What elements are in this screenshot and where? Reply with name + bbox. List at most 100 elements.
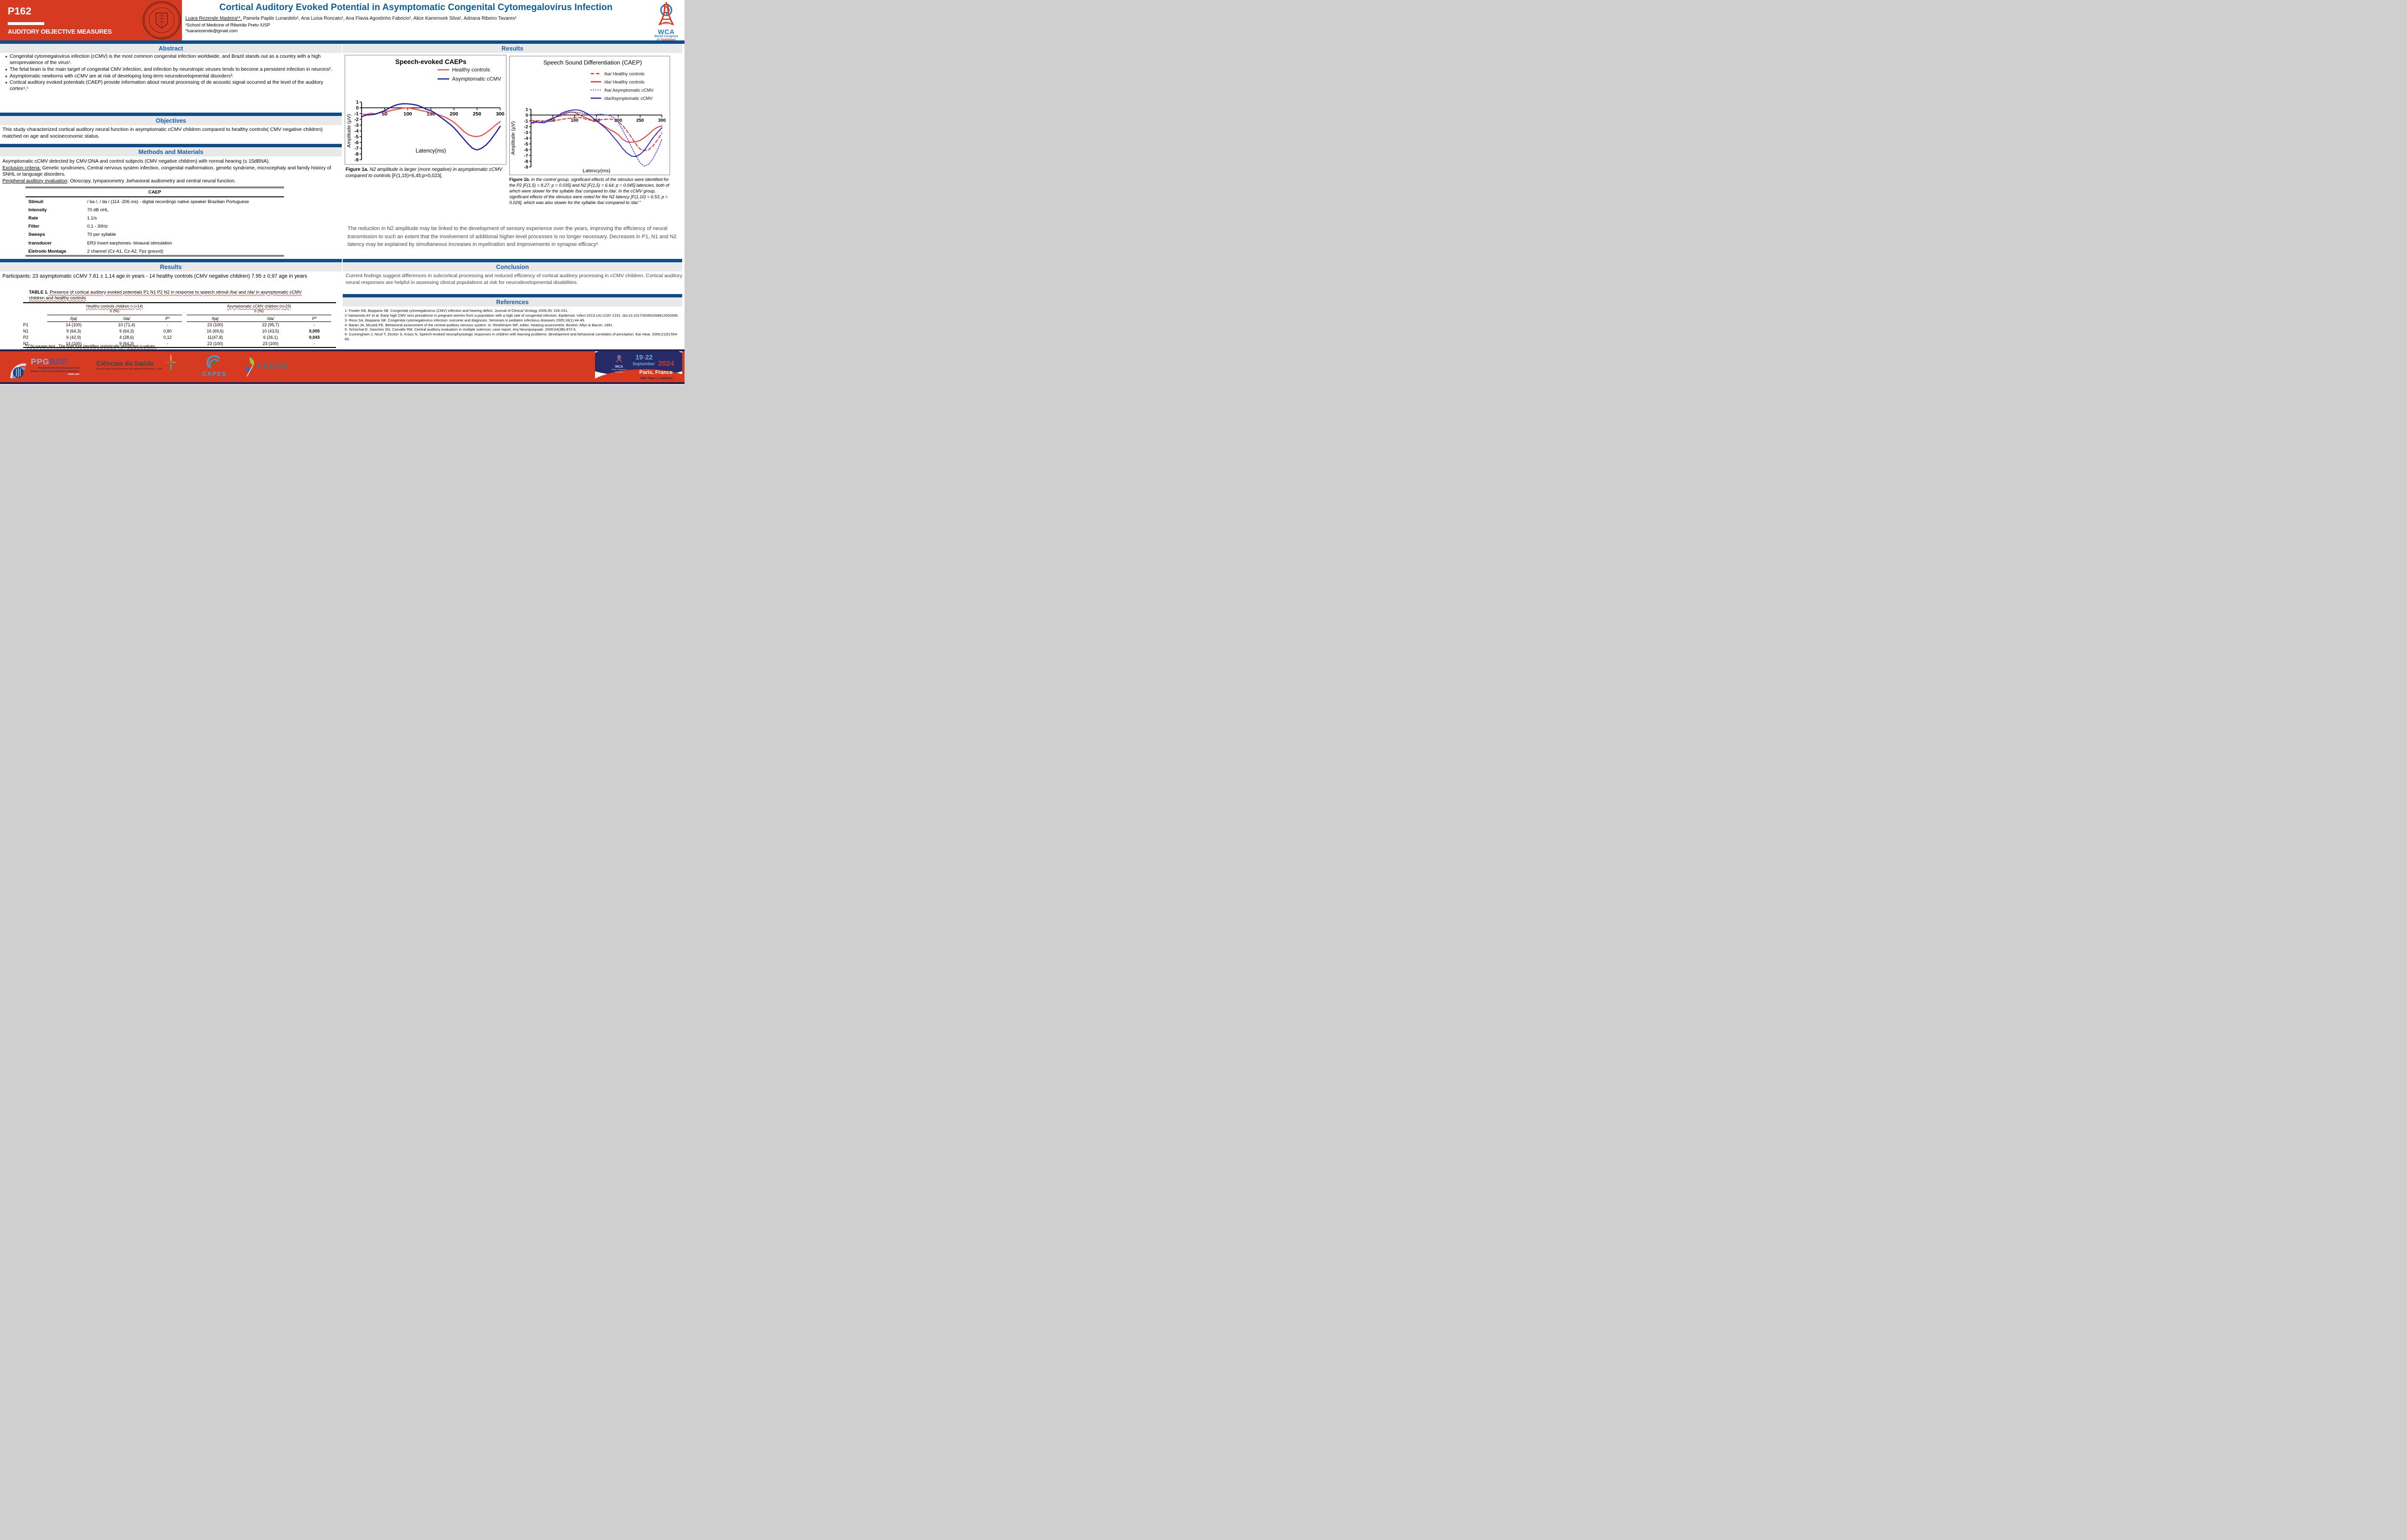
abstract-item: ● Asymptomatic newborns with cCMV are at …: [3, 74, 341, 80]
poster-id: P162: [8, 6, 32, 17]
figure-1a-box: 1 0 -1 -2 -3 -4 -5 -6 -7 -8 -9 50 100 150 200 250 300 Lat…: [345, 55, 506, 165]
significant-p-value: 0,005: [309, 329, 320, 334]
svg-text:/ba/ Asymptomatic cCMV: /ba/ Asymptomatic cCMV: [604, 88, 654, 92]
objectives-text: This study characterized cortical audito…: [2, 127, 323, 140]
poster: P162 AUDITORY OBJECTIVE MEASURES Cortica…: [0, 0, 685, 385]
wca-edition: 36th: [663, 22, 669, 25]
svg-text:-5: -5: [524, 141, 529, 147]
methods-divider-bar: [0, 144, 342, 147]
figure-1b-box: 1 0 -1 -2 -3 -4 -5 -6 -7 -8 -9 50 100 150 200 250 300 Lat…: [509, 56, 670, 175]
caep-table-title: CAEP: [26, 188, 284, 197]
poster-id-box: P162 AUDITORY OBJECTIVE MEASURES: [0, 0, 182, 40]
results-left-divider-bar: [0, 259, 342, 262]
references-header: References: [343, 297, 682, 307]
svg-text:-6: -6: [524, 147, 528, 153]
wca-line2: of Audiology: [657, 38, 676, 42]
methods-intro: Asymptomatic cCMV detected by CMV-DNA an…: [2, 159, 270, 164]
figure-1b-caption: Figure 1b. In the control group, signifi…: [509, 177, 670, 205]
svg-text:300: 300: [496, 111, 505, 117]
bullet-icon: ●: [5, 54, 8, 59]
footer-band: [0, 351, 685, 382]
wca-acronym: WCA: [658, 27, 675, 36]
methods-exclusion: Exclusion criteria: Genetic syndromes, C…: [2, 165, 331, 178]
svg-text:-4: -4: [354, 128, 359, 134]
banner-dates: 19›22: [635, 353, 653, 361]
svg-text:-7: -7: [524, 153, 528, 158]
wca-mini-logo: WCA World Congress of Audiology: [609, 354, 629, 373]
abstract-header: Abstract: [0, 44, 342, 53]
svg-text:-3: -3: [354, 123, 359, 128]
ciencias-spark-icon: [165, 354, 178, 371]
svg-text:Latency(ms): Latency(ms): [415, 148, 446, 154]
faepa-logo: FAEPA: [243, 356, 289, 377]
svg-text:-1: -1: [354, 111, 359, 116]
speech-evoked-caeps-chart: 10-1-2-3-4-5-6-7-8-950 100 150 200 250 300Lat…: [346, 58, 505, 163]
wca-logo: 36th WCA World Congress of Audiology: [649, 1, 684, 42]
table-row: N1 9 (64,3) 9 (64,3) 0,80 16 (69,6) 10 (43,…: [23, 328, 336, 334]
banner-city: Paris, France: [639, 370, 673, 375]
references-list: 1- Fowler KB, Boppana SB. Congenital cyt…: [345, 308, 683, 342]
svg-text:-5: -5: [354, 134, 359, 140]
ppgrdf-icon: [10, 363, 26, 379]
reference-item: 1- Fowler KB, Boppana SB. Congenital cyt…: [345, 308, 569, 313]
abstract-item: ● The fetal brain is the main target of c…: [3, 67, 341, 73]
svg-text:250: 250: [636, 118, 644, 123]
svg-text:Amplitude (µV): Amplitude (µV): [510, 121, 516, 155]
table-row: P1 14 (100) 10 (71,4) - 23 (100) 22 (95,7) -: [23, 322, 315, 327]
poster-title: Cortical Auditory Evoked Potential in As…: [219, 2, 613, 13]
svg-text:-8: -8: [354, 152, 359, 157]
svg-text:-3: -3: [524, 130, 528, 135]
svg-text:200: 200: [450, 111, 458, 117]
conclusion-header: Conclusion: [343, 262, 682, 271]
table-row: transducer ER3 Insert earphones- binaural…: [28, 240, 172, 245]
svg-text:50: 50: [382, 111, 388, 117]
ppgrdf-logo: PPGRDF PROGRAMA DE PÓS-GRADUAÇÃO EM REAB…: [10, 354, 79, 379]
svg-text:Latency(ms): Latency(ms): [582, 168, 610, 174]
wca-eiffel-tower-icon: 36th: [658, 2, 674, 26]
bullet-icon: ●: [5, 67, 8, 72]
usp-seal-icon: [142, 1, 181, 39]
track-label: AUDITORY OBJECTIVE MEASURES: [8, 28, 112, 35]
methods-header: Methods and Materials: [0, 147, 342, 156]
table-row: N2 14 (100) 9 (64,3) - 23 (100) 23 (100) -: [23, 341, 336, 348]
abstract-item: ● Cortical auditory evoked potentials (CA…: [3, 80, 341, 92]
svg-text:-2: -2: [524, 124, 528, 129]
svg-text:100: 100: [571, 118, 579, 123]
table1-footnote: * Chi-square test . The bold font identi…: [25, 344, 156, 348]
participants-text: Participants: 23 asymptomatic cCMV 7.81 …: [2, 273, 307, 279]
table1: Healthy controls children n (=14) n (%) A…: [23, 302, 336, 348]
svg-text:/da/Asymptomatic cCMV: /da/Asymptomatic cCMV: [604, 96, 653, 101]
table1-caption: TABLE 1. Presence of cortical auditory e…: [29, 290, 302, 301]
references-divider-bar: [343, 294, 682, 297]
methods-text: Asymptomatic cCMV detected by CMV-DNA an…: [2, 158, 342, 184]
abstract-list: ● Congenital cytomegalovirus infection (c…: [3, 54, 341, 93]
svg-text:-7: -7: [354, 146, 359, 151]
caep-parameters-table: CAEP Stimuli / ba /, / da / (114 -206 ms)…: [26, 187, 284, 257]
table1-group-header-row: Healthy controls children n (=14) n (%) A…: [23, 303, 336, 315]
id-underline: [8, 22, 44, 25]
svg-text:250: 250: [473, 111, 481, 117]
objectives-header: Objectives: [0, 116, 342, 125]
reference-item: 3- Ross SA, Boppana SB. Congenital cytom…: [345, 318, 585, 322]
conclusion-divider-bar: [343, 259, 682, 262]
reference-item: 6- Cunningham J, Nicol T, Zecker S, Krau…: [345, 332, 678, 342]
footer-top-border: [0, 349, 685, 351]
abstract-item: ● Congenital cytomegalovirus infection (c…: [3, 54, 341, 66]
results-right-header: Results: [343, 44, 682, 53]
svg-text:1: 1: [526, 107, 529, 112]
wca-congress-banner: WCA World Congress of Audiology 19›22 Se…: [595, 351, 682, 382]
svg-text:Asymptomatic cCMV: Asymptomatic cCMV: [452, 76, 502, 82]
reference-item: 2-Yamamoto AY et al. Early high CMV sero…: [345, 313, 679, 318]
svg-text:Speech Sound Differentiation (: Speech Sound Differentiation (CAEP): [544, 59, 642, 66]
svg-text:-9: -9: [354, 157, 359, 163]
table-row: Rate 1.1/s: [28, 215, 97, 220]
contact-email: *luararezende@gmail.com: [185, 28, 238, 33]
svg-text:-4: -4: [524, 136, 529, 141]
reference-item: 4- Baran JA, Musiek FE. Behavioral asses…: [345, 322, 613, 327]
footer-bottom-strip: [0, 384, 685, 385]
significant-p-value: 0,043: [309, 335, 320, 340]
svg-text:50: 50: [550, 118, 556, 123]
table-row: P2 6 (42,9) 4 (28,6) 0,12 11(47,8) 6 (26,1)…: [23, 334, 336, 341]
svg-text:-2: -2: [354, 117, 359, 122]
faepa-leaf-icon: [245, 357, 254, 377]
